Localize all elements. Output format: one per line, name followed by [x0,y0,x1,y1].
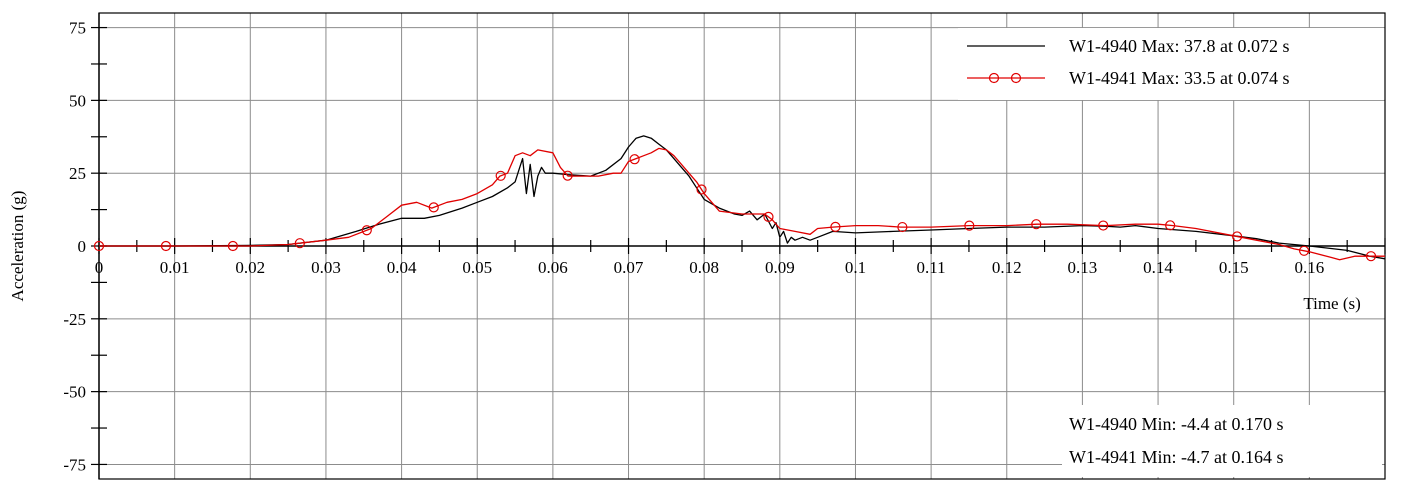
min-annotation-w1-4940: W1-4940 Min: -4.4 at 0.170 s [1069,414,1283,434]
legend-label-w1-4940: W1-4940 Max: 37.8 at 0.072 s [1069,36,1289,56]
series-marker-w1-4941 [696,184,707,195]
legend-marker-w1-4941 [988,72,1000,84]
x-tick-label: 0.14 [1143,258,1173,277]
chart-legend: W1-4940 Max: 37.8 at 0.072 s W1-4941 Max… [958,28,1384,100]
min-annotations: W1-4940 Min: -4.4 at 0.170 s W1-4941 Min… [1062,405,1382,477]
series-marker-w1-4941 [897,221,908,233]
series-marker-w1-4941 [1031,219,1042,230]
series-marker-w1-4941 [428,202,439,213]
series-marker-w1-4941 [562,170,573,181]
x-tick-label: 0.11 [917,258,946,277]
legend-background [958,28,1384,100]
series-marker-w1-4941 [763,211,774,222]
x-tick-label: 0.05 [462,258,492,277]
x-tick-label: 0.13 [1068,258,1098,277]
series-marker-w1-4941 [830,221,841,232]
series-marker-w1-4941 [294,238,305,249]
series-marker-w1-4941 [629,154,640,165]
y-tick-label: -25 [63,310,86,329]
series-marker-w1-4941 [361,225,372,236]
y-tick-label: 25 [69,164,86,183]
x-tick-label: 0.06 [538,258,568,277]
series-marker-w1-4941 [964,220,975,231]
series-marker-w1-4941 [1165,220,1176,231]
y-tick-label: 50 [69,91,86,110]
min-annotation-w1-4941: W1-4941 Min: -4.7 at 0.164 s [1069,447,1283,467]
x-tick-label: 0.09 [765,258,795,277]
x-tick-label: 0.02 [235,258,265,277]
series-marker-w1-4941 [227,240,238,252]
series-marker-w1-4941 [160,240,172,252]
chart-axes: 0 0.01 0.02 0.03 0.04 0.05 0.06 0.07 0.08 0.09 0.1… [63,13,1386,479]
series-line-w1-4940 [99,135,1386,260]
x-tick-label: 0.16 [1294,258,1324,277]
y-tick-label: -50 [63,383,86,402]
x-axis-title: Time (s) [1303,294,1360,313]
x-tick-label: 0.1 [845,258,866,277]
legend-marker-w1-4941 [1010,72,1022,84]
series-marker-w1-4941 [1232,231,1243,242]
series-marker-w1-4941 [495,170,506,181]
x-tick-label: 0.01 [160,258,190,277]
y-tick-label: 0 [78,237,87,256]
x-tick-label: 0.12 [992,258,1022,277]
x-tick-label: 0.04 [387,258,417,277]
min-annotations-background [1062,405,1382,477]
x-tick-label: 0.07 [614,258,644,277]
series-layer [93,135,1386,262]
x-tick-label: 0 [95,258,104,277]
series-marker-w1-4941 [1365,251,1377,262]
y-axis-title: Acceleration (g) [8,191,27,302]
y-tick-label: -75 [63,455,86,474]
legend-label-w1-4941: W1-4941 Max: 33.5 at 0.074 s [1069,68,1289,88]
series-marker-w1-4941 [93,240,105,252]
series-marker-w1-4941 [1298,245,1310,256]
x-tick-label: 0.08 [689,258,719,277]
series-line-w1-4941 [99,147,1385,261]
series-marker-w1-4941 [1098,220,1109,231]
x-tick-label: 0.03 [311,258,341,277]
x-tick-label: 0.15 [1219,258,1249,277]
y-tick-label: 75 [69,19,86,38]
